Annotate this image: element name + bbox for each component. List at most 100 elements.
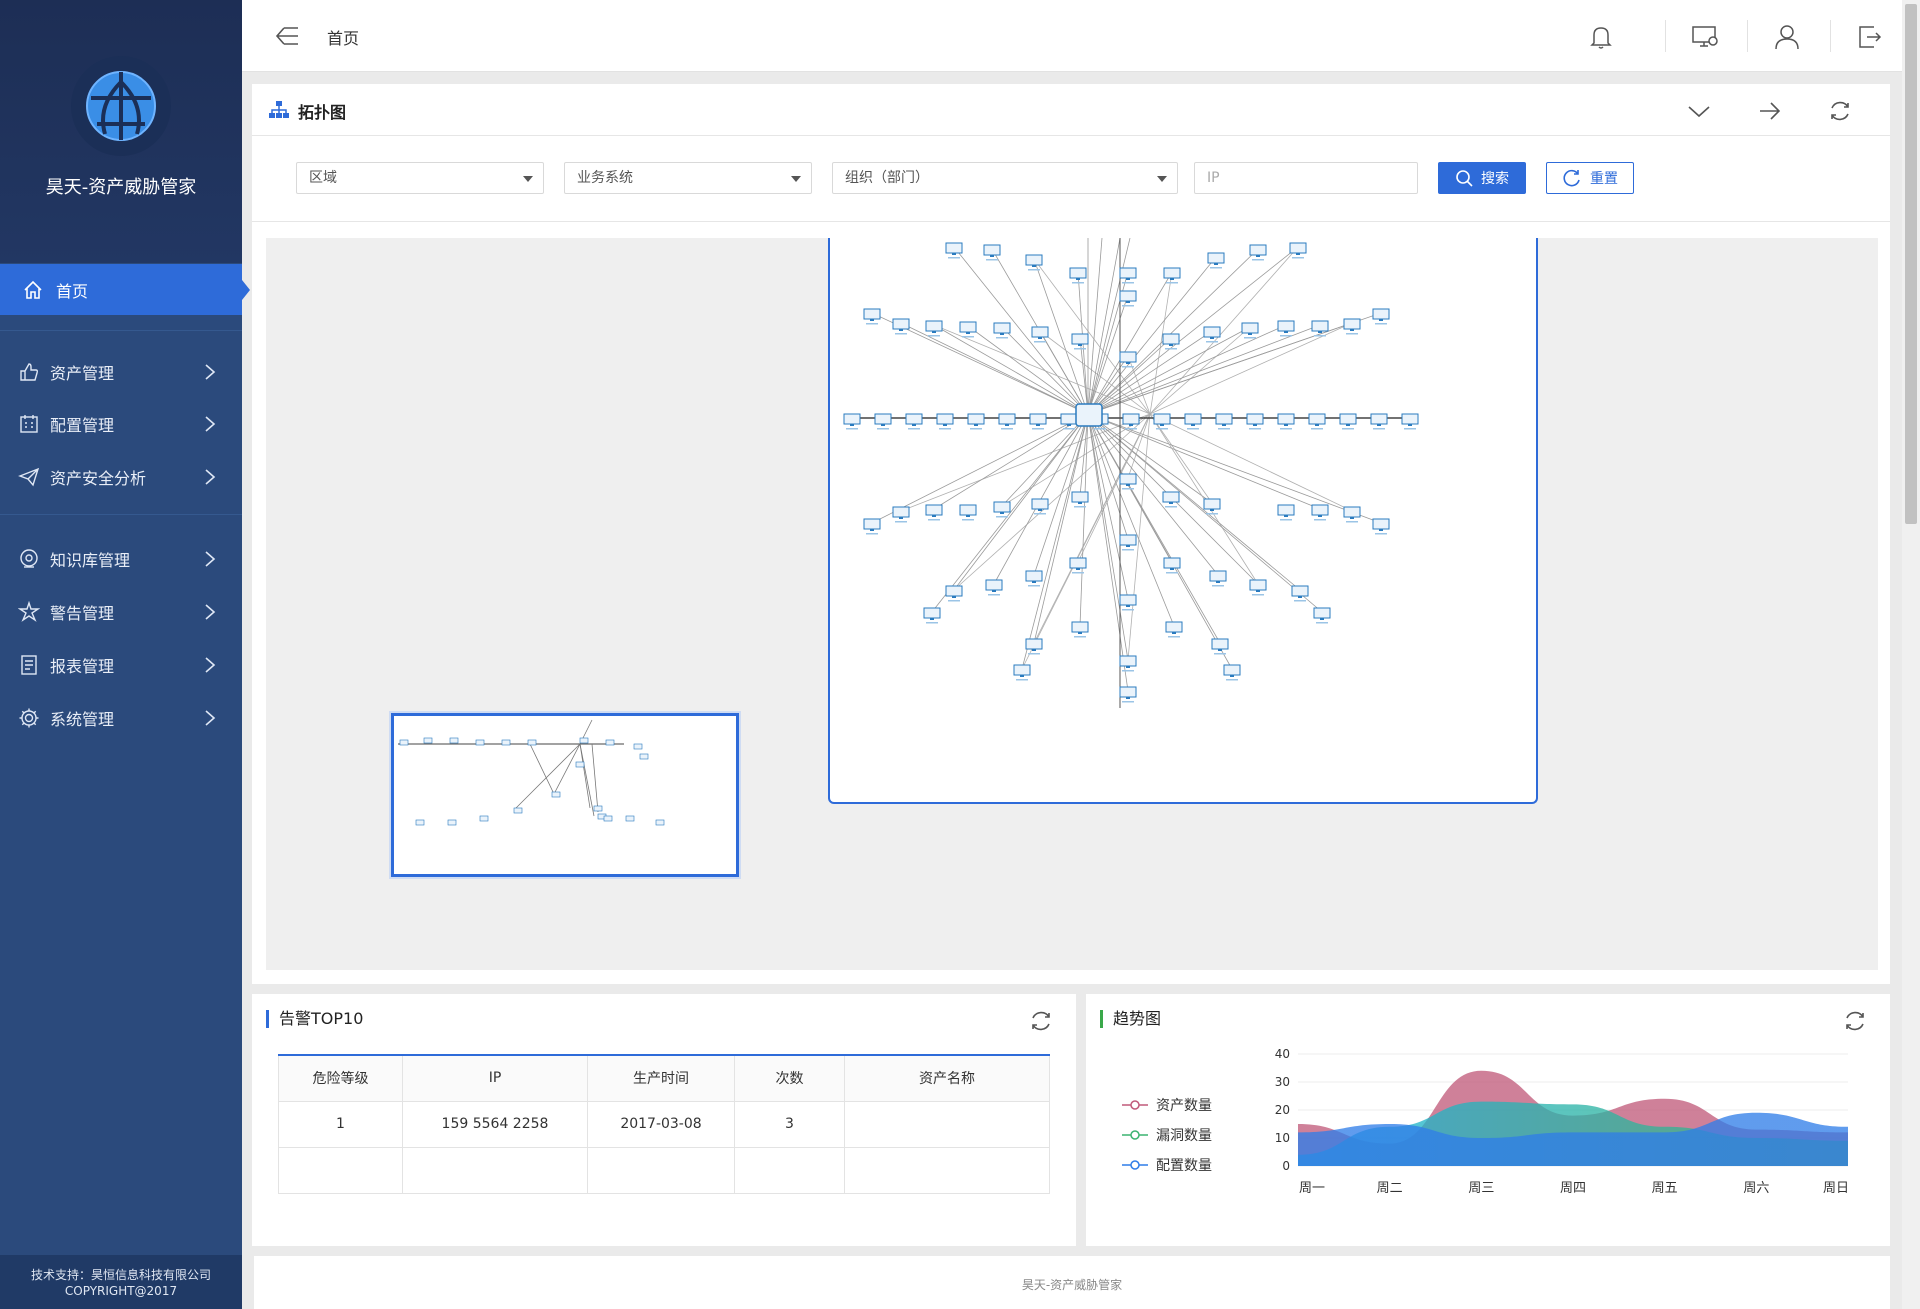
topology-graph[interactable]	[828, 238, 1538, 804]
arrow-right-icon[interactable]	[1757, 99, 1783, 123]
back-arrow-icon[interactable]	[274, 24, 300, 48]
collapse-icon[interactable]	[1686, 99, 1712, 123]
network-node-icon[interactable]	[925, 320, 943, 337]
network-node-icon[interactable]	[1277, 504, 1295, 521]
business-system-select[interactable]: 业务系统	[564, 162, 812, 194]
network-node-icon[interactable]	[874, 413, 892, 430]
network-node-icon[interactable]	[1013, 664, 1031, 681]
sidebar-item-home[interactable]: 首页	[0, 264, 250, 315]
sidebar-item-config-management[interactable]: 配置管理	[0, 402, 242, 446]
network-node-icon[interactable]	[998, 413, 1016, 430]
sidebar-item-alert-management[interactable]: 警告管理	[0, 590, 242, 634]
table-row[interactable]	[278, 1146, 1050, 1194]
network-node-icon[interactable]	[1071, 333, 1089, 350]
network-node-icon[interactable]	[1162, 333, 1180, 350]
network-node-icon[interactable]	[1249, 244, 1267, 261]
network-node-icon[interactable]	[1291, 585, 1309, 602]
network-node-icon[interactable]	[1119, 686, 1137, 703]
network-node-icon[interactable]	[1119, 290, 1137, 307]
network-node-icon[interactable]	[1339, 413, 1357, 430]
network-node-icon[interactable]	[1372, 518, 1390, 535]
network-node-icon[interactable]	[1241, 322, 1259, 339]
network-node-icon[interactable]	[1119, 655, 1137, 672]
network-node-icon[interactable]	[1069, 267, 1087, 284]
bell-icon[interactable]	[1587, 23, 1615, 51]
network-node-icon[interactable]	[1311, 504, 1329, 521]
network-node-icon[interactable]	[1025, 570, 1043, 587]
network-node-icon[interactable]	[1071, 491, 1089, 508]
network-node-icon[interactable]	[945, 585, 963, 602]
network-node-icon[interactable]	[1119, 351, 1137, 368]
topology-minimap[interactable]	[391, 713, 739, 877]
legend-item[interactable]: 资产数量	[1122, 1090, 1212, 1120]
logout-icon[interactable]	[1856, 23, 1884, 51]
network-node-icon[interactable]	[967, 413, 985, 430]
refresh-icon[interactable]	[1827, 99, 1853, 123]
ip-input[interactable]: IP	[1194, 162, 1418, 194]
network-node-icon[interactable]	[993, 501, 1011, 518]
network-node-icon[interactable]	[985, 579, 1003, 596]
network-node-icon[interactable]	[1119, 534, 1137, 551]
network-node-icon[interactable]	[1289, 242, 1307, 259]
sidebar-item-report-management[interactable]: 报表管理	[0, 643, 242, 687]
legend-item[interactable]: 漏洞数量	[1122, 1120, 1212, 1150]
network-node-icon[interactable]	[1163, 267, 1181, 284]
network-node-icon[interactable]	[1071, 621, 1089, 638]
network-node-icon[interactable]	[1311, 320, 1329, 337]
network-node-icon[interactable]	[892, 506, 910, 523]
network-node-icon[interactable]	[1343, 318, 1361, 335]
network-node-icon[interactable]	[945, 242, 963, 259]
network-node-icon[interactable]	[1313, 607, 1331, 624]
network-node-icon[interactable]	[863, 518, 881, 535]
topology-canvas[interactable]	[266, 238, 1878, 970]
network-node-icon[interactable]	[1401, 413, 1419, 430]
search-button[interactable]: 搜索	[1438, 162, 1526, 194]
network-node-icon[interactable]	[1163, 557, 1181, 574]
network-node-icon[interactable]	[1203, 498, 1221, 515]
network-node-icon[interactable]	[1277, 320, 1295, 337]
sidebar-item-knowledge-base[interactable]: 知识库管理	[0, 537, 242, 581]
network-node-icon[interactable]	[959, 504, 977, 521]
network-node-icon[interactable]	[925, 504, 943, 521]
network-node-icon[interactable]	[1031, 326, 1049, 343]
network-node-icon[interactable]	[936, 413, 954, 430]
network-node-icon[interactable]	[1184, 413, 1202, 430]
network-node-icon[interactable]	[1343, 506, 1361, 523]
network-node-icon[interactable]	[1223, 664, 1241, 681]
network-node-icon[interactable]	[1246, 413, 1264, 430]
network-node-icon[interactable]	[843, 413, 861, 430]
network-node-icon[interactable]	[1209, 570, 1227, 587]
network-node-icon[interactable]	[1215, 413, 1233, 430]
scrollbar-thumb[interactable]	[1905, 4, 1917, 524]
network-node-icon[interactable]	[1207, 252, 1225, 269]
network-node-icon[interactable]	[1029, 413, 1047, 430]
network-node-icon[interactable]	[1119, 594, 1137, 611]
table-row[interactable]: 1 159 5564 2258 2017-03-08 3	[278, 1100, 1050, 1148]
network-node-icon[interactable]	[863, 308, 881, 325]
network-node-icon[interactable]	[1025, 254, 1043, 271]
network-node-icon[interactable]	[983, 244, 1001, 261]
network-node-icon[interactable]	[1153, 413, 1171, 430]
network-node-icon[interactable]	[1069, 557, 1087, 574]
reset-button[interactable]: 重置	[1546, 162, 1634, 194]
network-node-icon[interactable]	[1203, 326, 1221, 343]
network-node-icon[interactable]	[993, 322, 1011, 339]
network-node-icon[interactable]	[1162, 491, 1180, 508]
network-node-icon[interactable]	[905, 413, 923, 430]
organization-select[interactable]: 组织（部门）	[832, 162, 1178, 194]
refresh-icon[interactable]	[1842, 1008, 1868, 1034]
network-node-icon[interactable]	[1031, 498, 1049, 515]
network-node-icon[interactable]	[1370, 413, 1388, 430]
refresh-icon[interactable]	[1028, 1008, 1054, 1034]
network-node-icon[interactable]	[1119, 473, 1137, 490]
network-node-icon[interactable]	[1165, 621, 1183, 638]
network-node-icon[interactable]	[1119, 267, 1137, 284]
network-node-icon[interactable]	[1211, 638, 1229, 655]
monitor-settings-icon[interactable]	[1691, 23, 1719, 51]
sidebar-item-asset-security-analysis[interactable]: 资产安全分析	[0, 455, 242, 499]
region-select[interactable]: 区域	[296, 162, 544, 194]
network-hub-icon[interactable]	[1075, 403, 1103, 427]
network-node-icon[interactable]	[1308, 413, 1326, 430]
network-node-icon[interactable]	[1025, 638, 1043, 655]
sidebar-item-asset-management[interactable]: 资产管理	[0, 350, 242, 394]
